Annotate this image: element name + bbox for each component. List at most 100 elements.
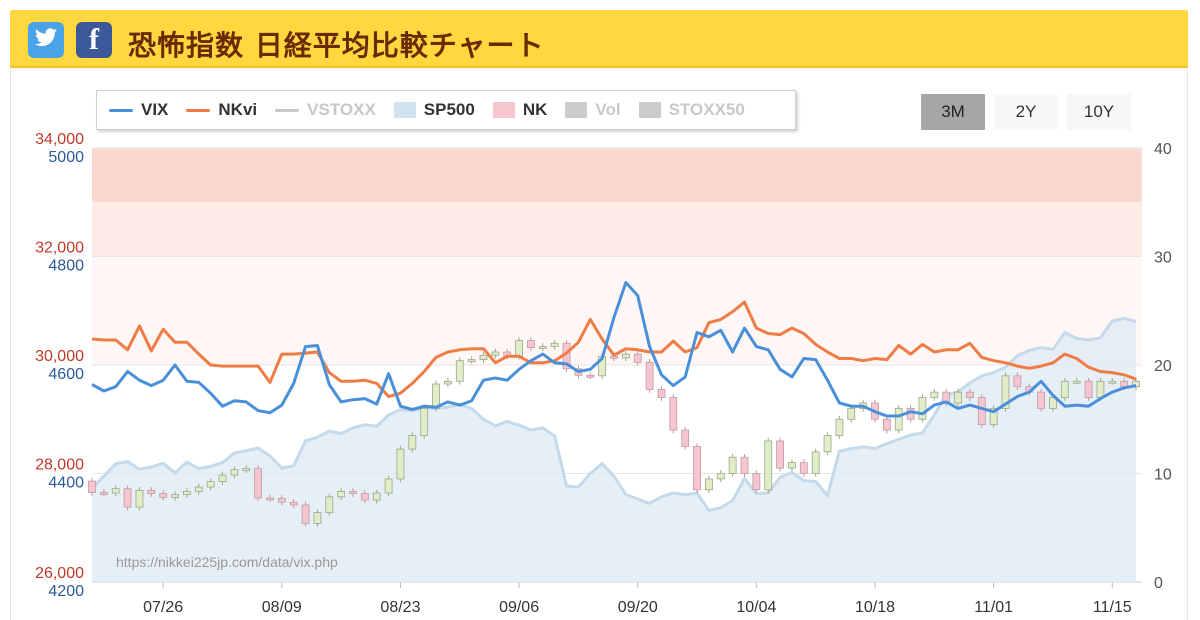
legend-item-nkvi[interactable]: NKvi bbox=[186, 100, 257, 120]
x-axis-tick-label: 10/04 bbox=[736, 599, 776, 616]
nk-candle bbox=[88, 477, 96, 496]
nk-candle bbox=[527, 337, 535, 351]
legend-swatch bbox=[186, 108, 211, 112]
nk-candle bbox=[491, 348, 500, 359]
nk-candle bbox=[301, 501, 310, 527]
nk-candle bbox=[479, 351, 488, 363]
legend-item-nk[interactable]: NK bbox=[492, 100, 548, 120]
nk-candle bbox=[159, 490, 168, 501]
series-vix-line bbox=[91, 281, 1137, 418]
nk-candle bbox=[586, 372, 595, 380]
nk-candle bbox=[954, 388, 962, 407]
nk-candle bbox=[1037, 388, 1045, 412]
nk-candle bbox=[254, 465, 262, 502]
facebook-icon: f bbox=[89, 23, 99, 56]
nk-candle bbox=[266, 494, 274, 502]
risk-band bbox=[92, 202, 1142, 257]
chart-panel bbox=[10, 68, 1188, 620]
left-axis-nk-tick: 28,000 bbox=[35, 457, 84, 474]
nk-candle bbox=[396, 445, 405, 483]
legend-item-vstoxx[interactable]: VSTOXX bbox=[275, 100, 376, 120]
twitter-icon bbox=[34, 27, 58, 53]
x-axis-tick-label: 09/20 bbox=[618, 599, 658, 616]
legend-swatch bbox=[638, 102, 661, 118]
left-axis-sp500-tick: 4200 bbox=[48, 583, 84, 600]
left-axis-nk-tick: 34,000 bbox=[35, 131, 84, 148]
legend-swatch bbox=[275, 108, 300, 112]
legend-label: NK bbox=[522, 100, 548, 119]
nk-candle bbox=[183, 488, 191, 498]
nk-candle bbox=[740, 453, 749, 477]
legend-swatch bbox=[565, 102, 588, 118]
nk-candle bbox=[230, 466, 239, 479]
x-axis-tick-label: 10/18 bbox=[855, 599, 895, 616]
nk-candle bbox=[467, 356, 476, 364]
legend-item-sp500[interactable]: SP500 bbox=[393, 100, 475, 120]
nk-candle bbox=[384, 475, 393, 497]
right-axis-vix-tick: 40 bbox=[1154, 141, 1172, 158]
nk-candle bbox=[799, 459, 808, 477]
nk-candle bbox=[111, 485, 120, 497]
nk-candle bbox=[752, 470, 761, 494]
nk-candle bbox=[337, 488, 346, 501]
nk-candle bbox=[1060, 378, 1069, 401]
x-axis-tick-label: 09/06 bbox=[499, 599, 539, 616]
nk-candle bbox=[764, 437, 773, 494]
nk-candle bbox=[835, 415, 844, 439]
nk-candle bbox=[811, 448, 820, 477]
right-axis-vix-tick: 10 bbox=[1154, 467, 1172, 484]
legend-item-stoxx50[interactable]: STOXX50 bbox=[638, 100, 745, 120]
nk-candle bbox=[444, 378, 452, 388]
nk-candle bbox=[989, 405, 998, 428]
nk-candle bbox=[882, 415, 891, 434]
range-3m-button[interactable]: 3M bbox=[921, 94, 985, 130]
nk-candle bbox=[277, 495, 286, 506]
left-axis-nk-tick: 26,000 bbox=[35, 565, 84, 582]
legend-item-vol[interactable]: Vol bbox=[565, 100, 621, 120]
nk-candle bbox=[823, 432, 832, 456]
legend-label: NKvi bbox=[218, 100, 258, 119]
nk-candle bbox=[1084, 378, 1093, 401]
nk-candle bbox=[681, 426, 690, 450]
nk-candle bbox=[313, 509, 322, 527]
nk-candle bbox=[657, 386, 666, 401]
right-axis-vix-tick: 20 bbox=[1154, 358, 1172, 375]
facebook-share-button[interactable]: f bbox=[76, 22, 112, 58]
nk-candle bbox=[420, 405, 429, 439]
page-title: 恐怖指数 日経平均比較チャート bbox=[128, 29, 545, 62]
x-axis-tick-label: 07/26 bbox=[143, 599, 183, 616]
nk-candle bbox=[621, 350, 630, 362]
nk-candle bbox=[728, 453, 737, 477]
nk-candle bbox=[930, 388, 939, 401]
nk-candle bbox=[1013, 372, 1022, 390]
nk-candle bbox=[408, 432, 417, 453]
x-axis-tick-label: 11/15 bbox=[1093, 599, 1132, 616]
nk-candle bbox=[171, 491, 179, 501]
series-nkvi-line bbox=[91, 300, 1137, 398]
nk-candle bbox=[788, 459, 796, 472]
nk-candle bbox=[966, 388, 974, 401]
legend-label: Vol bbox=[595, 100, 621, 119]
nk-candle bbox=[123, 485, 132, 511]
nk-candle bbox=[1108, 378, 1117, 385]
range-2y-button[interactable]: 2Y bbox=[994, 94, 1058, 130]
nk-candle bbox=[218, 471, 227, 485]
nk-candle bbox=[847, 405, 856, 423]
nk-candle bbox=[693, 443, 701, 494]
legend-swatch bbox=[492, 102, 515, 118]
left-axis-sp500-tick: 5000 bbox=[48, 149, 84, 166]
nk-candle bbox=[894, 405, 903, 434]
twitter-share-button[interactable] bbox=[28, 22, 64, 58]
title-bar bbox=[10, 10, 1188, 68]
series-sp500-line bbox=[90, 316, 1137, 513]
nk-candle bbox=[538, 343, 547, 351]
nk-candle bbox=[349, 488, 357, 497]
left-axis-sp500-tick: 4400 bbox=[48, 475, 84, 492]
legend-item-vix[interactable]: VIX bbox=[109, 100, 168, 120]
nk-candle bbox=[705, 475, 713, 494]
right-axis-vix-tick: 30 bbox=[1154, 250, 1172, 267]
range-10y-button[interactable]: 10Y bbox=[1067, 94, 1131, 130]
nk-candle bbox=[147, 487, 156, 497]
chart-legend: VIX NKvi VSTOXX SP500 NK Vol STOXX50 bbox=[96, 90, 796, 130]
nk-candle bbox=[194, 483, 203, 495]
